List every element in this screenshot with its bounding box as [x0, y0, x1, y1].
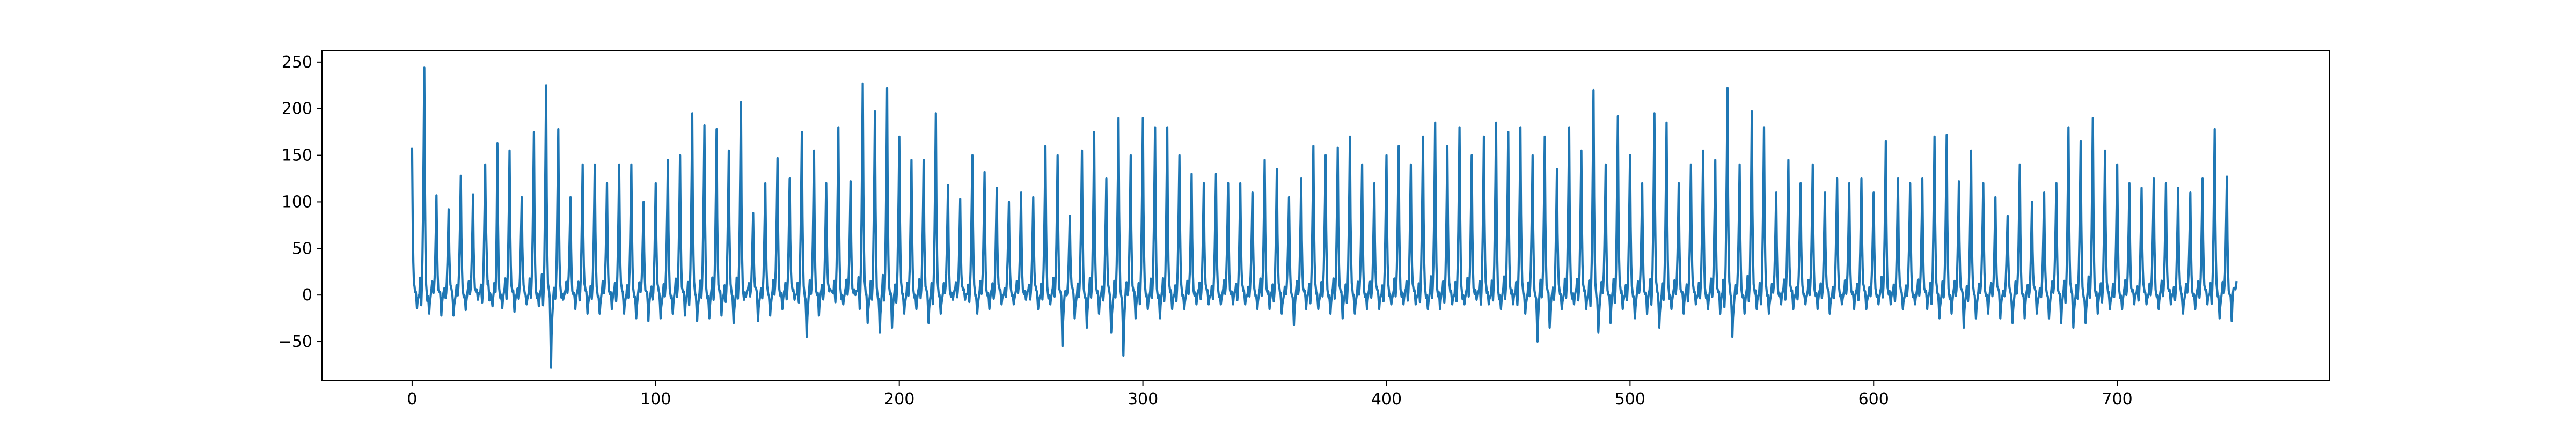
series-line-1 [411, 66, 2238, 369]
y-tick-label: 100 [282, 193, 312, 211]
axis-ticks: 0 100 200 300 400 500 600 700 −50 0 50 100 150 200 250 [279, 53, 2133, 409]
x-tick-label: 200 [884, 390, 914, 409]
y-tick-label: 0 [302, 286, 312, 305]
x-tick-label: 500 [1615, 390, 1645, 409]
y-tick-label: 200 [282, 100, 312, 119]
x-tick-label: 300 [1128, 390, 1158, 409]
x-tick-label: 600 [1858, 390, 1889, 409]
x-tick-label: 100 [640, 390, 671, 409]
plot-area [411, 66, 2238, 369]
axes-frame [321, 50, 2330, 381]
x-tick-label: 700 [2102, 390, 2132, 409]
x-tick-label: 400 [1371, 390, 1402, 409]
y-tick-label: 150 [282, 146, 312, 165]
y-tick-label: 250 [282, 53, 312, 72]
y-tick-label: −50 [279, 332, 312, 351]
x-tick-label: 0 [407, 390, 417, 409]
y-tick-label: 50 [292, 239, 312, 258]
